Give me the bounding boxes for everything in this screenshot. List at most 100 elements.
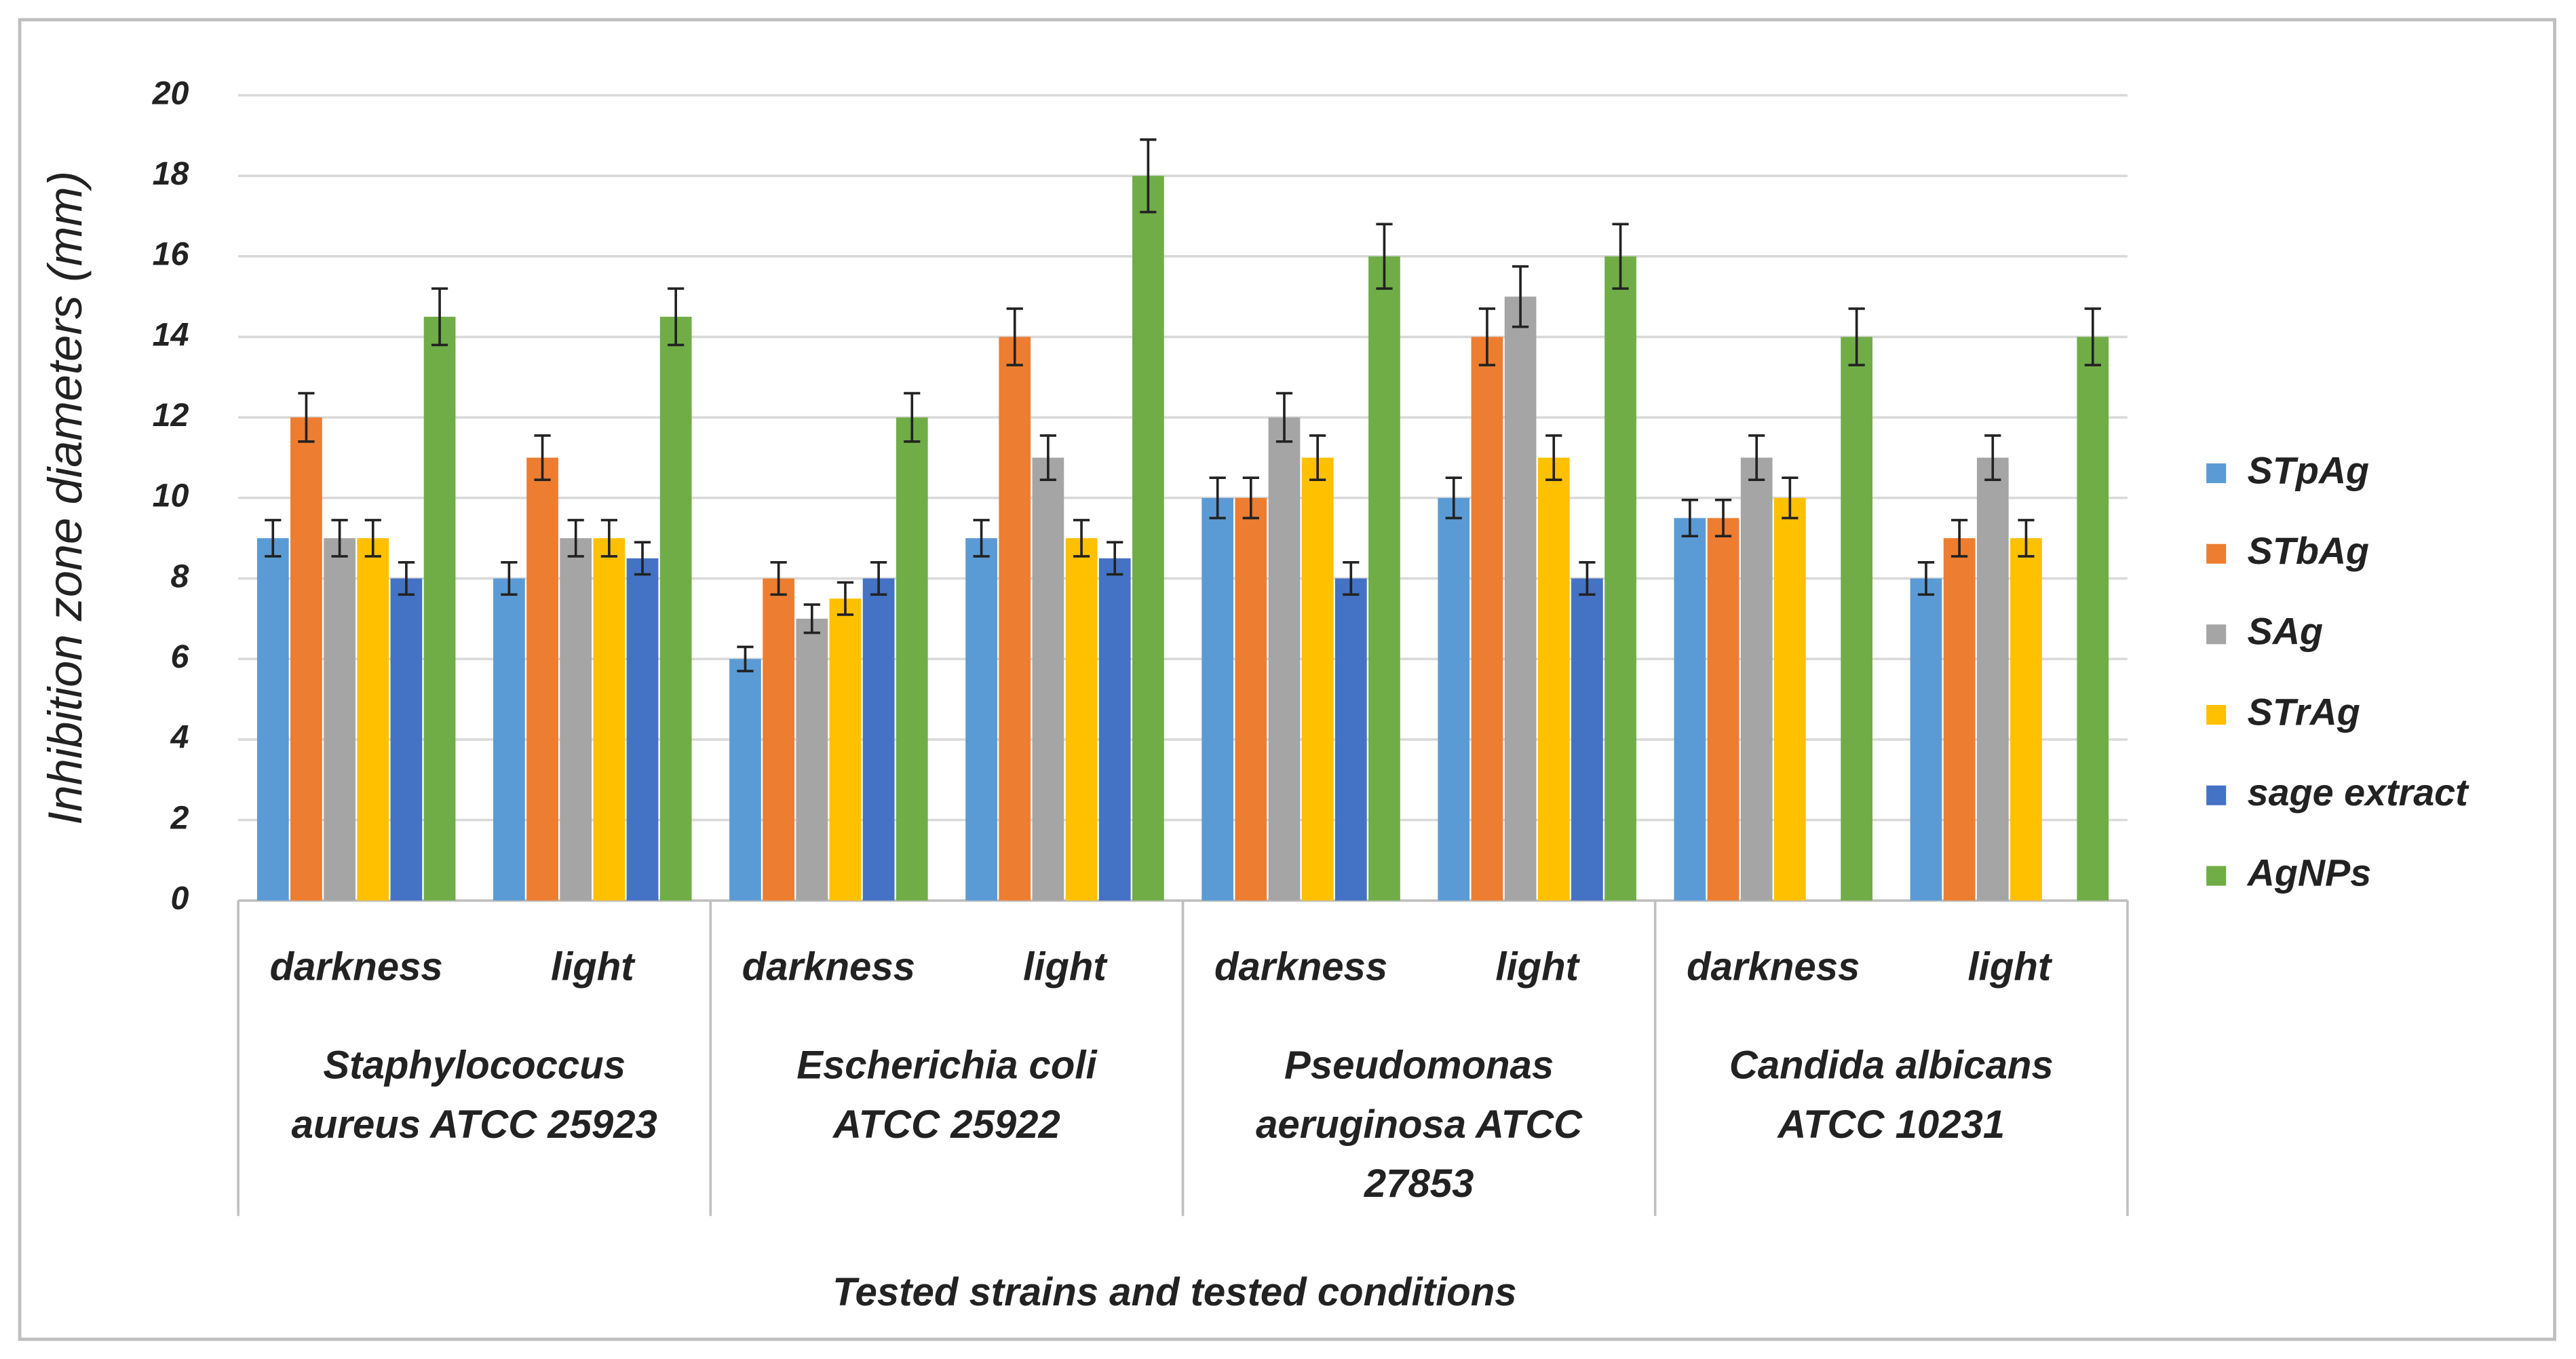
error-bar bbox=[1039, 434, 1057, 481]
group-label: ATCC 10231 bbox=[1776, 1103, 2005, 1147]
error-bar bbox=[1714, 499, 1732, 538]
group-label: 27853 bbox=[1364, 1162, 1474, 1206]
error-bar bbox=[1848, 307, 1865, 366]
error-bar bbox=[737, 645, 754, 672]
error-bar bbox=[1107, 541, 1123, 576]
bar bbox=[357, 538, 389, 901]
x-tick-label: darkness bbox=[1687, 944, 1860, 989]
error-bar bbox=[2084, 307, 2101, 366]
error-bar bbox=[1376, 223, 1393, 290]
y-tick-label: 18 bbox=[153, 155, 189, 192]
bar bbox=[965, 538, 997, 901]
error-bar bbox=[1006, 307, 1023, 366]
bar bbox=[1301, 457, 1334, 901]
x-tick-label: light bbox=[1968, 944, 2053, 989]
bar bbox=[1604, 256, 1636, 901]
error-bar bbox=[1545, 434, 1562, 481]
error-bar bbox=[1275, 391, 1293, 443]
bar bbox=[829, 598, 862, 901]
x-tick-label: darkness bbox=[270, 944, 443, 989]
error-bar bbox=[1748, 434, 1765, 481]
error-bar bbox=[668, 287, 685, 347]
group-label: Candida albicans bbox=[1729, 1044, 2054, 1088]
error-bar bbox=[1478, 307, 1496, 366]
error-bar bbox=[870, 560, 887, 596]
x-tick-label: darkness bbox=[1214, 944, 1387, 989]
y-tick-label: 2 bbox=[170, 799, 189, 836]
error-bar bbox=[837, 581, 854, 616]
bar bbox=[1202, 497, 1234, 901]
error-bar bbox=[634, 541, 651, 576]
error-bar bbox=[973, 518, 990, 558]
error-bar bbox=[904, 391, 921, 443]
bar bbox=[1438, 497, 1470, 901]
y-tick-label: 14 bbox=[153, 316, 189, 353]
x-tick-label: light bbox=[551, 944, 636, 989]
x-axis-title: Tested strains and tested conditions bbox=[832, 1270, 1516, 1314]
x-tick-label: darkness bbox=[742, 944, 915, 989]
error-bar bbox=[265, 518, 282, 558]
error-bar bbox=[1209, 476, 1226, 520]
y-tick-label: 6 bbox=[171, 638, 190, 675]
bar bbox=[1841, 337, 1873, 901]
bar bbox=[862, 578, 895, 901]
error-bar bbox=[1343, 560, 1360, 596]
group-label: Pseudomonas bbox=[1284, 1044, 1554, 1088]
bar bbox=[1943, 538, 1976, 901]
bar bbox=[493, 578, 525, 901]
error-bar bbox=[1309, 434, 1326, 481]
error-bar bbox=[364, 518, 381, 558]
y-tick-label: 8 bbox=[171, 558, 189, 594]
legend-label: SAg bbox=[2248, 611, 2323, 653]
bar bbox=[1032, 457, 1064, 901]
bar bbox=[560, 538, 592, 901]
error-bar bbox=[398, 560, 415, 596]
y-tick-label: 20 bbox=[152, 75, 189, 111]
bar bbox=[1571, 578, 1603, 901]
error-bar bbox=[1782, 476, 1799, 520]
bar bbox=[1910, 578, 1942, 901]
bar bbox=[1334, 578, 1367, 901]
error-bar bbox=[600, 518, 617, 558]
bar bbox=[659, 316, 692, 901]
error-bar bbox=[1073, 518, 1090, 558]
legend-swatch bbox=[2206, 785, 2227, 805]
legend-swatch bbox=[2206, 624, 2227, 645]
bar bbox=[1504, 296, 1537, 901]
error-bar bbox=[1242, 476, 1259, 520]
legend-label: STpAg bbox=[2248, 449, 2369, 491]
bar bbox=[290, 417, 322, 901]
y-tick-label: 16 bbox=[153, 236, 190, 273]
bar bbox=[593, 538, 626, 901]
bar bbox=[896, 417, 928, 901]
bar bbox=[526, 457, 558, 901]
bar bbox=[729, 659, 761, 901]
bar bbox=[1740, 457, 1773, 901]
error-bar bbox=[2018, 518, 2035, 558]
error-bar bbox=[431, 287, 448, 347]
bar bbox=[1976, 457, 2009, 901]
y-tick-label: 12 bbox=[153, 397, 189, 434]
y-tick-label: 4 bbox=[170, 719, 189, 756]
error-bar bbox=[803, 603, 820, 634]
bar bbox=[1368, 256, 1400, 901]
bar bbox=[256, 538, 289, 901]
error-bar bbox=[1917, 560, 1935, 596]
bar bbox=[2077, 337, 2109, 901]
y-tick-label: 10 bbox=[153, 478, 189, 514]
legend-swatch bbox=[2206, 463, 2227, 484]
x-tick-label: light bbox=[1023, 944, 1108, 989]
legend-label: AgNPs bbox=[2246, 852, 2372, 894]
legend-swatch bbox=[2206, 543, 2227, 564]
bar bbox=[423, 316, 456, 901]
error-bar bbox=[567, 518, 584, 558]
y-axis-title: Inhibition zone diameters (mm) bbox=[38, 171, 92, 825]
error-bar bbox=[1579, 560, 1596, 596]
group-label: Escherichia coli bbox=[796, 1044, 1098, 1088]
error-bar bbox=[534, 434, 551, 481]
error-bar bbox=[1512, 265, 1529, 328]
x-tick-label: light bbox=[1495, 944, 1580, 989]
error-bar bbox=[1681, 499, 1698, 538]
error-bar bbox=[501, 560, 518, 596]
